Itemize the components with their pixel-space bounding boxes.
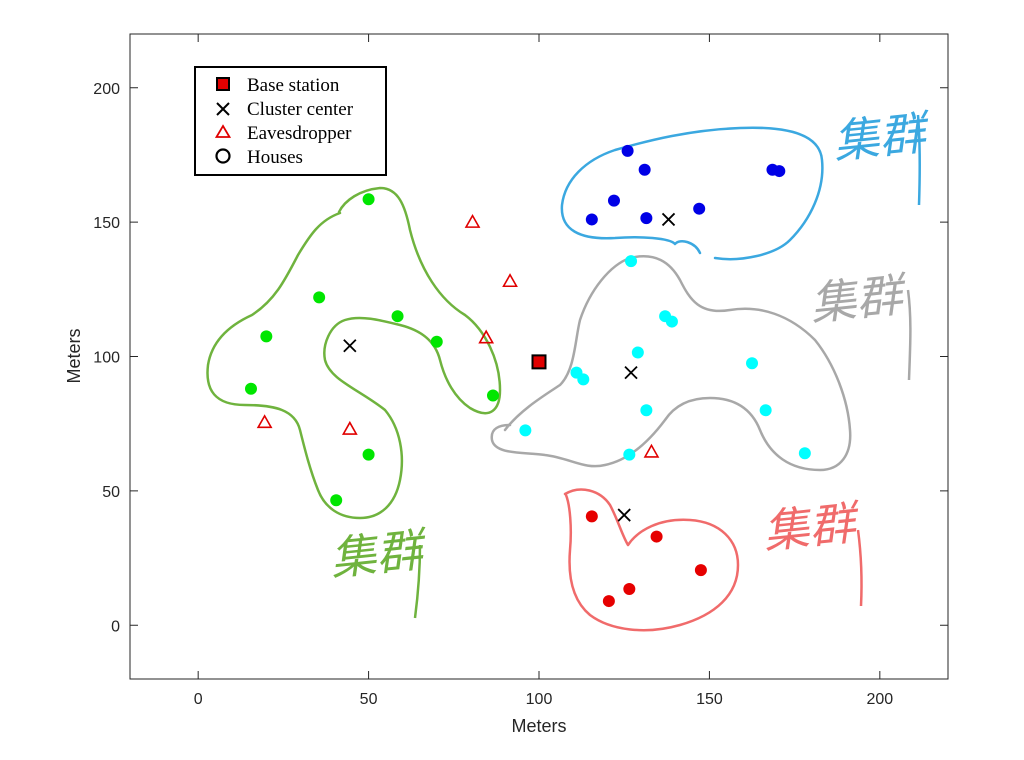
house-point [665,315,678,328]
legend-cluster-center-label: Cluster center [247,99,354,120]
house-point [391,310,404,323]
cluster-center-point [661,212,676,227]
legend-eavesdropper-marker [214,124,232,138]
eavesdropper-point [341,420,358,435]
house-point [362,448,375,461]
eavesdropper-point [502,273,518,288]
house-point [638,163,651,176]
house-point [313,291,326,304]
y-axis: 0 50 100 150 200 [93,81,948,635]
house-point [694,564,707,577]
x-tick-label: 0 [194,691,203,708]
house-point [260,330,273,343]
house-point [623,448,636,461]
gray-cluster-handwriting: 集群 [808,267,911,331]
house-point [623,582,636,595]
blue-cluster-handwriting: 集群 [831,105,934,169]
gray-cluster-outline [490,255,852,472]
house-point [330,494,343,507]
x-tick-label: 50 [360,691,378,708]
house-point [773,165,786,178]
house-point [244,382,257,395]
green-cluster-outline [206,186,502,520]
eavesdropper-point [643,443,660,458]
cluster-center-point [343,339,357,353]
house-point [798,447,811,460]
y-tick-label: 50 [102,484,120,501]
eavesdropper-markers [256,213,660,458]
x-tick-label: 200 [866,691,893,708]
gray-handwriting-stroke [906,289,912,381]
y-tick-label: 100 [93,350,120,367]
house-point [577,373,590,386]
house-point [746,357,759,370]
eavesdropper-point [256,414,273,429]
house-point [640,404,653,417]
x-axis-title: Meters [511,716,566,736]
cluster-center-point [617,508,631,522]
green-cluster-handwriting: 集群 [328,522,431,586]
cluster-center-point [624,365,638,380]
base-station-markers [531,354,547,370]
legend-base-station-label: Base station [247,75,340,96]
x-tick-label: 150 [696,691,723,708]
y-tick-label: 0 [111,618,120,635]
house-point [362,193,375,206]
house-point [607,194,620,207]
eavesdropper-point [478,329,495,344]
x-axis: 0 50 100 150 200 [194,34,893,708]
house-point [759,404,772,417]
base-station-point [531,354,547,370]
green-handwriting-stroke [413,544,422,619]
house-point [693,202,706,215]
red-cluster-outline [563,488,740,632]
house-point [602,595,615,608]
house-point [585,510,598,523]
house-point [621,144,634,157]
cluster-center-markers [343,212,676,522]
house-point [519,424,532,437]
blue-handwriting-stroke [916,114,921,206]
legend-eavesdropper-label: Eavesdropper [247,123,352,144]
house-point [585,213,598,226]
house-point [650,530,663,543]
legend-houses-marker [215,148,231,164]
legend-base-station-marker [216,77,230,91]
legend-houses-label: Houses [247,147,303,168]
legend-cluster-center-marker [216,102,230,116]
x-tick-label: 100 [526,691,553,708]
house-point [625,255,638,268]
house-markers [244,144,811,608]
legend: Base station Cluster center Eavesdropper… [194,66,387,176]
house-point [430,335,443,348]
house-point [640,212,653,225]
eavesdropper-point [464,213,481,228]
y-tick-label: 200 [93,81,120,98]
house-point [631,346,644,359]
red-handwriting-stroke [856,529,863,607]
red-cluster-handwriting: 集群 [761,495,864,559]
house-point [486,389,499,402]
y-axis-title: Meters [64,328,84,383]
y-tick-label: 150 [93,215,120,232]
blue-cluster-outline [560,126,824,261]
